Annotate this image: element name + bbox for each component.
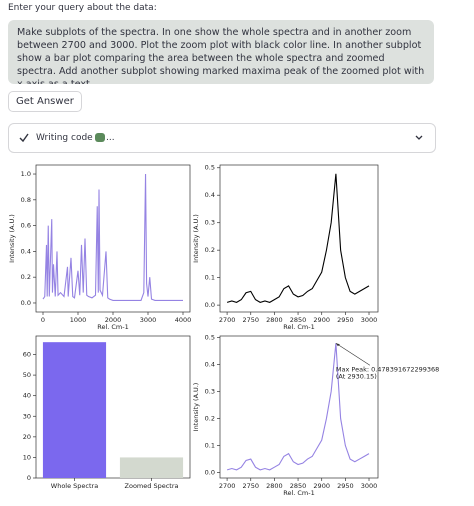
x-tick-label: 2700: [219, 316, 236, 324]
x-tick-label: 2700: [219, 482, 236, 490]
x-tick-label: 2950: [337, 316, 354, 324]
x-tick-label: Whole Spectra: [51, 482, 98, 490]
y-tick-label: 0.0: [205, 301, 215, 309]
y-tick-label: 0.1: [205, 442, 215, 450]
x-tick-label: 2800: [266, 482, 283, 490]
x-tick-label: 3000: [140, 316, 157, 324]
y-tick-label: 0.2: [205, 246, 215, 254]
charts: 0.0 0.2 0.4 0.6 0.8 1.0 Intensity (A.U.) 0 1000 2…: [8, 164, 439, 497]
status-expander[interactable]: Writing code ...: [8, 123, 436, 153]
y-tick-label: 0.5: [205, 164, 215, 172]
y-tick-label: 0.2: [205, 414, 215, 422]
y-tick-label: 0.3: [205, 219, 215, 227]
line-series: [226, 173, 370, 303]
x-tick-label: 3000: [361, 482, 378, 490]
x-axis-label: Rel. Cm-1: [97, 323, 129, 331]
y-tick-label: 0.4: [205, 360, 215, 368]
x-axis-label: Rel. Cm-1: [283, 323, 315, 331]
y-tick-label: 20: [23, 433, 31, 441]
y-tick-label: 0.8: [21, 196, 31, 204]
y-tick-label: 0.4: [21, 247, 31, 255]
y-tick-label: 0.0: [205, 469, 215, 477]
y-tick-label: 50: [23, 371, 31, 379]
line-series: [226, 343, 370, 471]
x-tick-label: 2800: [266, 316, 283, 324]
x-tick-label: 2750: [242, 482, 259, 490]
annotation-text: (At 2930.15): [336, 372, 377, 380]
status-icon: [95, 133, 105, 142]
y-axis-label: Intensity (A.U.): [192, 383, 200, 432]
y-tick-label: 0.1: [205, 274, 215, 282]
plot-area: [219, 164, 379, 313]
x-tick-label: 2850: [290, 482, 307, 490]
y-tick-label: 60: [23, 351, 31, 359]
y-axis-label: Intensity (A.U.): [192, 214, 200, 263]
x-tick-label: 2750: [242, 316, 259, 324]
query-input[interactable]: Make subplots of the spectra. In one sho…: [8, 20, 434, 84]
bar: [119, 457, 184, 478]
x-tick-label: 2000: [105, 316, 122, 324]
status-text: Writing code: [36, 133, 93, 143]
x-tick-label: 0: [41, 316, 45, 324]
y-tick-label: 0: [27, 474, 31, 482]
y-tick-label: 10: [23, 453, 31, 461]
get-answer-button[interactable]: Get Answer: [8, 91, 82, 112]
x-tick-label: 2900: [313, 482, 330, 490]
chevron[interactable]: [414, 133, 424, 143]
y-axis-label: Intensity (A.U.): [8, 214, 16, 263]
x-tick-label: 4000: [175, 316, 192, 324]
annotation-arrow: [335, 343, 371, 366]
x-tick-label: 1000: [70, 316, 87, 324]
check-icon: [19, 133, 29, 143]
annotation-text: Max Peak: 0.478391672299368: [336, 365, 439, 373]
line-series: [42, 174, 183, 301]
y-tick-label: 0.3: [205, 387, 215, 395]
y-tick-label: 0.6: [21, 222, 31, 230]
y-tick-label: 1.0: [21, 170, 31, 178]
x-tick-label: 2850: [290, 316, 307, 324]
y-tick-label: 30: [23, 412, 31, 420]
x-tick-label: 2950: [337, 482, 354, 490]
status-suffix: ...: [106, 133, 115, 143]
x-tick-label: Zoomed Spectra: [125, 482, 179, 490]
x-axis-label: Rel. Cm-1: [283, 489, 315, 497]
x-tick-label: 3000: [361, 316, 378, 324]
y-tick-label: 40: [23, 392, 31, 400]
y-tick-label: 0.5: [205, 333, 215, 341]
y-tick-label: 0.0: [21, 299, 31, 307]
plot-area: [219, 335, 379, 479]
y-tick-label: 0.2: [21, 273, 31, 281]
prompt-label: Enter your query about the data:: [8, 3, 157, 13]
bar: [42, 342, 107, 478]
y-tick-label: 0.4: [205, 191, 215, 199]
x-tick-label: 2900: [313, 316, 330, 324]
plot-area: [35, 164, 191, 313]
arrow-head: [335, 343, 340, 347]
